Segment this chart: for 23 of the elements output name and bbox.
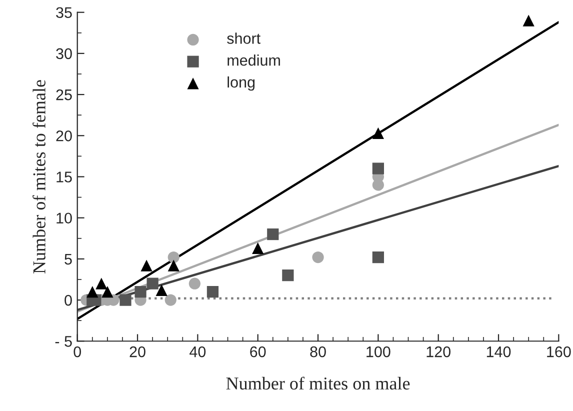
y-tick-label: 5	[64, 254, 72, 265]
y-tick-label: 30	[56, 48, 72, 60]
x-tick-label: 100	[366, 346, 390, 358]
x-tick-label: 120	[426, 346, 450, 358]
x-tick-label: 20	[130, 346, 146, 358]
y-tick-label: 25	[56, 89, 72, 100]
y-tick-label: - 5	[55, 336, 72, 347]
y-tick-label: 35	[56, 7, 72, 18]
x-axis-title: Number of mites on male	[226, 376, 410, 390]
y-tick-label: 0	[64, 294, 72, 306]
x-tick-label: 80	[310, 346, 326, 358]
x-tick-label: 60	[250, 346, 266, 358]
y-axis-title: Number of mites to female	[32, 80, 46, 274]
legend-label: medium	[228, 54, 280, 66]
x-tick-label: 140	[486, 346, 511, 358]
legend-label: short	[227, 32, 260, 44]
y-tick-label: 15	[56, 172, 72, 182]
x-tick-label: 160	[547, 346, 571, 358]
y-tick-label: 10	[56, 212, 72, 224]
y-tick-label: 20	[56, 130, 72, 142]
x-tick-label: 0	[74, 346, 82, 358]
legend-label: long	[228, 76, 255, 91]
x-tick-label: 40	[190, 346, 206, 358]
